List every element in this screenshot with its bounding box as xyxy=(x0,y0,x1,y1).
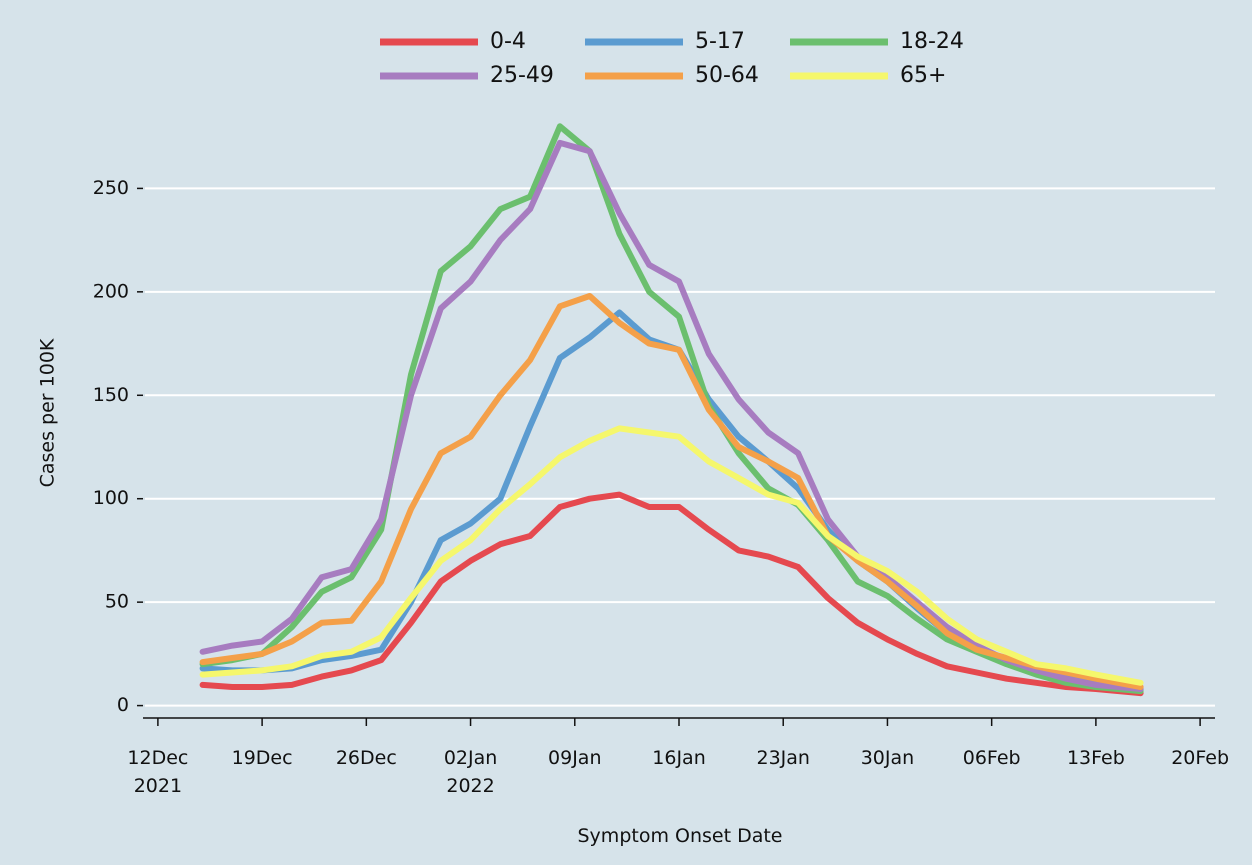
y-tick-label: 150 xyxy=(93,384,129,406)
x-tick-label: 02Jan 2022 xyxy=(444,747,497,797)
x-tick-label: 09Jan xyxy=(548,747,601,769)
y-tick-label: 200 xyxy=(93,280,129,302)
y-tick-label: 50 xyxy=(105,591,129,613)
x-tick-label: 19Dec xyxy=(232,747,293,769)
x-tick-label: 16Jan xyxy=(652,747,705,769)
y-tick-label: 250 xyxy=(93,177,129,199)
series-line xyxy=(199,491,1144,697)
legend-label: 5-17 xyxy=(695,29,745,54)
y-axis-label: Cases per 100K xyxy=(37,338,59,487)
legend-label: 0-4 xyxy=(490,29,526,54)
legend-label: 25-49 xyxy=(490,63,554,88)
series-line xyxy=(199,293,1144,690)
x-tick-label: 20Feb xyxy=(1171,747,1229,769)
series-line xyxy=(199,425,1144,686)
x-tick-label: 23Jan xyxy=(756,747,809,769)
x-axis-label: Symptom Onset Date xyxy=(578,825,783,847)
series-line xyxy=(199,139,1144,692)
x-tick-label: 30Jan xyxy=(861,747,914,769)
x-tick-label: 12Dec 2021 xyxy=(127,747,188,797)
y-tick-label: 0 xyxy=(117,694,129,716)
x-tick-label: 13Feb xyxy=(1067,747,1125,769)
y-tick-label: 100 xyxy=(93,487,129,509)
x-tick-label: 06Feb xyxy=(963,747,1021,769)
x-tick-label: 26Dec xyxy=(336,747,397,769)
legend-label: 18-24 xyxy=(900,29,964,54)
legend-label: 50-64 xyxy=(695,63,759,88)
legend-label: 65+ xyxy=(900,63,946,88)
